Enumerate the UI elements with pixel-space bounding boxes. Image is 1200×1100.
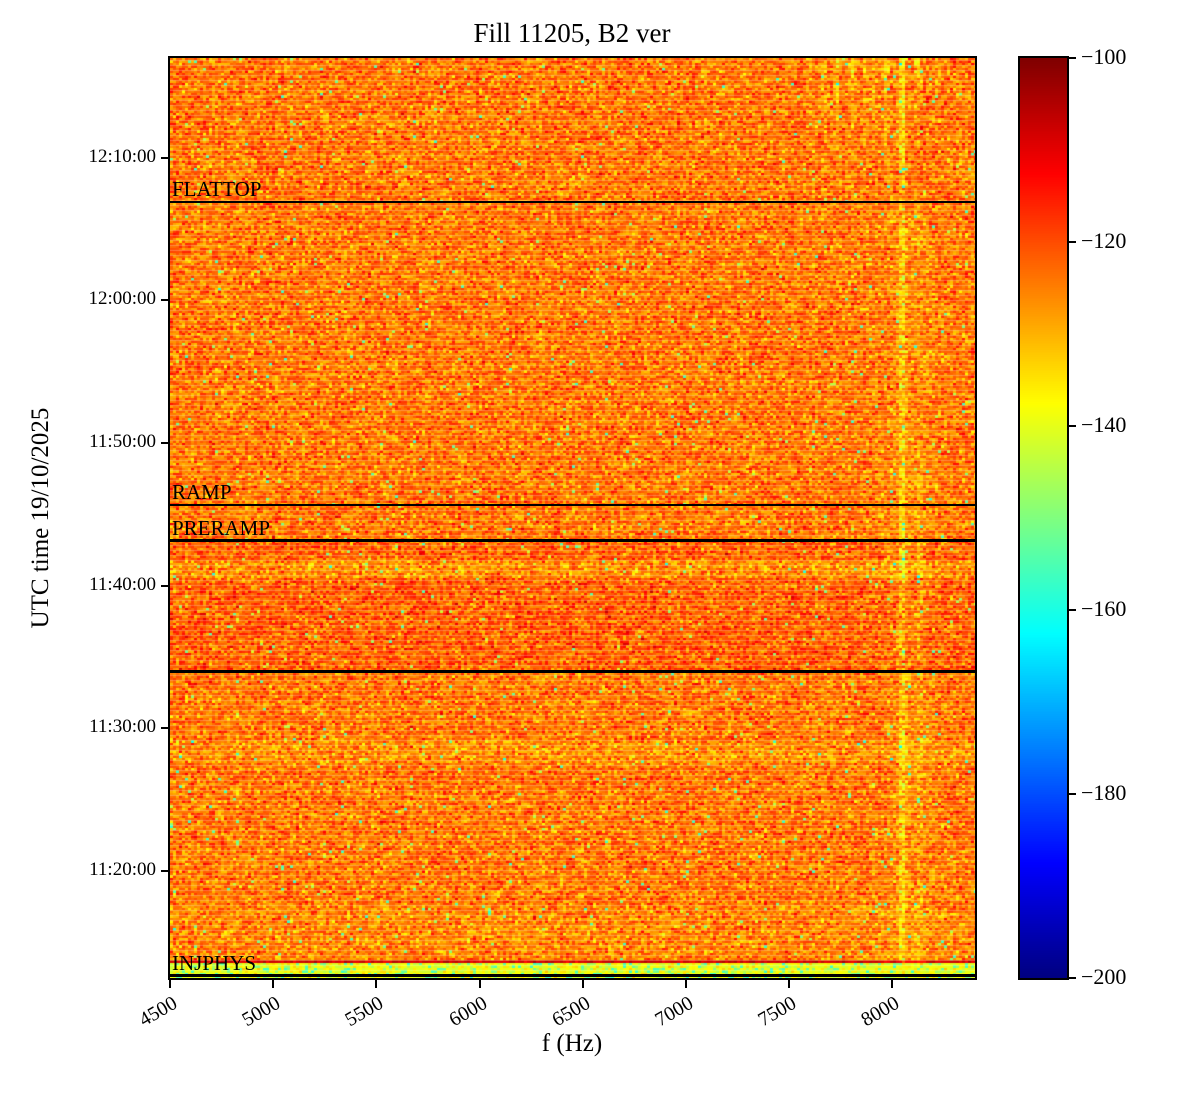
spectrogram-plot-area: FLATTOP RAMP PRERAMP INJPHYS (168, 56, 977, 980)
colorbar-tick-mark (1069, 977, 1076, 979)
y-tick-mark (161, 870, 169, 873)
y-tick-mark (161, 156, 169, 159)
colorbar-tick-label: −140 (1081, 412, 1127, 437)
x-tick-label: 4500 (135, 992, 181, 1032)
x-tick-label: 6500 (548, 992, 594, 1032)
x-tick-label: 7500 (754, 992, 801, 1032)
x-tick-label: 5500 (341, 992, 388, 1032)
beam-mode-label-injphys: INJPHYS (172, 950, 257, 975)
x-tick-mark (581, 980, 584, 988)
x-tick-label: 8000 (857, 992, 904, 1032)
y-tick-label: 11:50:00 (89, 431, 156, 453)
y-tick-mark (161, 299, 169, 302)
beam-mode-line (170, 670, 975, 673)
beam-mode-label-preramp: PRERAMP (172, 515, 271, 540)
beam-mode-line-flattop (170, 200, 975, 204)
colorbar-tick-label: −160 (1081, 596, 1127, 621)
x-tick-mark (891, 980, 894, 988)
colorbar-tick-label: −100 (1081, 44, 1127, 69)
y-tick-mark (161, 442, 169, 445)
x-tick-label: 7000 (651, 992, 698, 1032)
colorbar-tick-label: −120 (1081, 228, 1127, 253)
y-tick-label: 11:40:00 (89, 573, 156, 595)
colorbar-tick-label: −180 (1081, 780, 1127, 805)
beam-mode-line-ramp (170, 503, 975, 507)
x-tick-mark (375, 980, 378, 988)
x-tick-mark (169, 980, 171, 988)
y-tick-label: 11:20:00 (89, 859, 156, 881)
x-tick-mark (478, 980, 481, 988)
colorbar-tick-mark (1069, 57, 1076, 59)
colorbar-tick-mark (1069, 793, 1076, 795)
y-tick-mark (161, 727, 169, 730)
spectrogram-canvas (170, 58, 975, 978)
beam-mode-label-ramp: RAMP (172, 479, 232, 504)
y-tick-label: 12:10:00 (88, 145, 156, 167)
y-tick-label: 11:30:00 (89, 716, 156, 738)
chart-title: Fill 11205, B2 ver (473, 18, 671, 48)
y-tick-label: 12:00:00 (88, 288, 156, 310)
x-tick-mark (788, 980, 791, 988)
colorbar (1018, 56, 1069, 980)
x-axis-label: f (Hz) (541, 1030, 603, 1057)
x-tick-label: 6000 (444, 992, 491, 1032)
beam-mode-line-injphys (170, 974, 975, 977)
x-tick-mark (272, 980, 275, 988)
x-tick-label: 5000 (238, 992, 285, 1032)
colorbar-tick-mark (1069, 241, 1076, 243)
x-tick-mark (685, 980, 688, 988)
colorbar-tick-mark (1069, 425, 1076, 427)
y-tick-mark (161, 584, 169, 587)
colorbar-tick-mark (1069, 609, 1076, 611)
beam-mode-label-flattop: FLATTOP (172, 176, 262, 201)
beam-mode-line-preramp (170, 539, 975, 542)
colorbar-canvas (1020, 58, 1067, 978)
colorbar-tick-label: −200 (1081, 964, 1127, 989)
